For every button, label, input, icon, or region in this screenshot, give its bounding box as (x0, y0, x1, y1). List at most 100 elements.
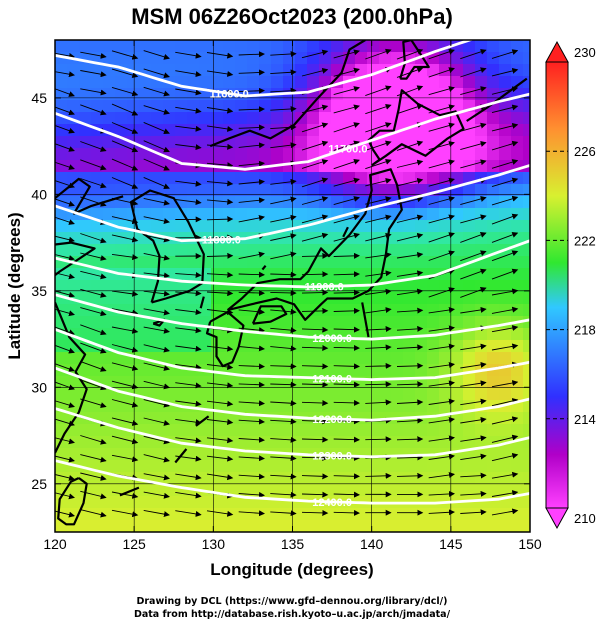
wind-arrow (175, 106, 202, 114)
shading-cell (235, 160, 248, 173)
shading-cell (403, 424, 416, 437)
shading-cell (463, 436, 476, 449)
shading-cell (307, 40, 320, 53)
shading-cell (511, 76, 524, 89)
wind-arrow (55, 492, 75, 500)
shading-cell (379, 520, 392, 532)
shading-cell (223, 172, 236, 185)
shading-cell (175, 496, 188, 509)
wind-arrow (175, 271, 202, 278)
shading-cell (271, 520, 284, 532)
shading-cell (175, 148, 188, 161)
shading-cell (235, 76, 248, 89)
shading-cell (151, 64, 164, 77)
coastline (55, 177, 124, 215)
shading-cell (355, 352, 368, 365)
shading-cell (175, 388, 188, 401)
shading-cell (463, 244, 476, 257)
coastline (152, 318, 166, 327)
wind-arrow (301, 400, 329, 407)
shading-cell (427, 436, 440, 449)
shading-cell (259, 76, 272, 89)
wind-arrow (333, 473, 360, 480)
wind-arrow (270, 289, 297, 296)
shading-cell (499, 328, 512, 341)
wind-arrow (491, 306, 519, 314)
wind-arrow (460, 196, 487, 206)
shading-cell (151, 220, 164, 233)
shading-cell (211, 424, 224, 437)
shading-cell (415, 508, 428, 521)
shading-cell (343, 40, 356, 53)
shading-cell (175, 100, 188, 113)
shading-cell (115, 244, 128, 257)
shading-cell (499, 352, 512, 365)
shading-cell (199, 520, 212, 532)
shading-cell (259, 244, 272, 257)
wind-arrow (238, 142, 265, 149)
wind-arrow (175, 363, 202, 371)
shading-cell (271, 436, 284, 449)
wind-arrow (55, 254, 75, 261)
shading-cell (451, 376, 464, 389)
wind-arrow (301, 473, 329, 480)
wind-arrow (238, 345, 265, 352)
shading-cell (307, 340, 320, 353)
shading-cell (247, 64, 260, 77)
shading-cell (415, 340, 428, 353)
wind-arrow (143, 435, 170, 445)
shading-cell (79, 76, 92, 89)
shading-cell (211, 508, 224, 521)
shading-cell (463, 388, 476, 401)
shading-cell (55, 352, 68, 365)
shading-cell (427, 316, 440, 329)
shading-cell (475, 232, 488, 245)
wind-arrow (333, 86, 360, 96)
shading-cell (211, 208, 224, 221)
wind-arrow (301, 271, 329, 278)
shading-cell (139, 340, 152, 353)
shading-cell (271, 40, 284, 53)
wind-arrow (396, 307, 424, 314)
wind-arrow (206, 400, 234, 407)
shading-cell (439, 316, 452, 329)
wind-arrow (206, 473, 234, 481)
wind-arrow (491, 67, 519, 77)
shading-cell (379, 460, 392, 473)
wind-arrow (143, 454, 170, 463)
wind-arrow (301, 159, 329, 169)
wind-arrow (333, 363, 360, 370)
wind-arrow (333, 177, 360, 187)
wind-arrow (460, 159, 487, 169)
shading-cell (187, 472, 200, 485)
shading-cell (199, 148, 212, 161)
shading-cell (199, 124, 212, 137)
shading-cell (211, 52, 224, 65)
shading-cell (199, 196, 212, 209)
wind-arrow (491, 195, 519, 206)
wind-arrow (460, 122, 487, 132)
shading-cell (463, 124, 476, 137)
shading-cell (427, 280, 440, 293)
shading-cell (307, 364, 320, 377)
shading-cell (487, 304, 500, 317)
shading-cell (511, 184, 524, 197)
wind-arrow (111, 290, 139, 297)
shading-cell (343, 64, 356, 77)
coastline (367, 89, 465, 167)
wind-arrow (238, 381, 265, 388)
shading-cell (307, 472, 320, 485)
shading-cell (91, 388, 104, 401)
wind-arrow (365, 232, 392, 242)
shading-cell (139, 184, 152, 197)
wind-arrow (460, 232, 487, 243)
shading-cell (331, 424, 344, 437)
shading-cell (403, 280, 416, 293)
shading-cell (499, 148, 512, 161)
shading-cell (103, 148, 116, 161)
shading-cell (115, 496, 128, 509)
shading-cell (355, 88, 368, 101)
wind-arrow (206, 162, 234, 169)
shading-cell (55, 508, 68, 521)
shading-cell (139, 124, 152, 137)
